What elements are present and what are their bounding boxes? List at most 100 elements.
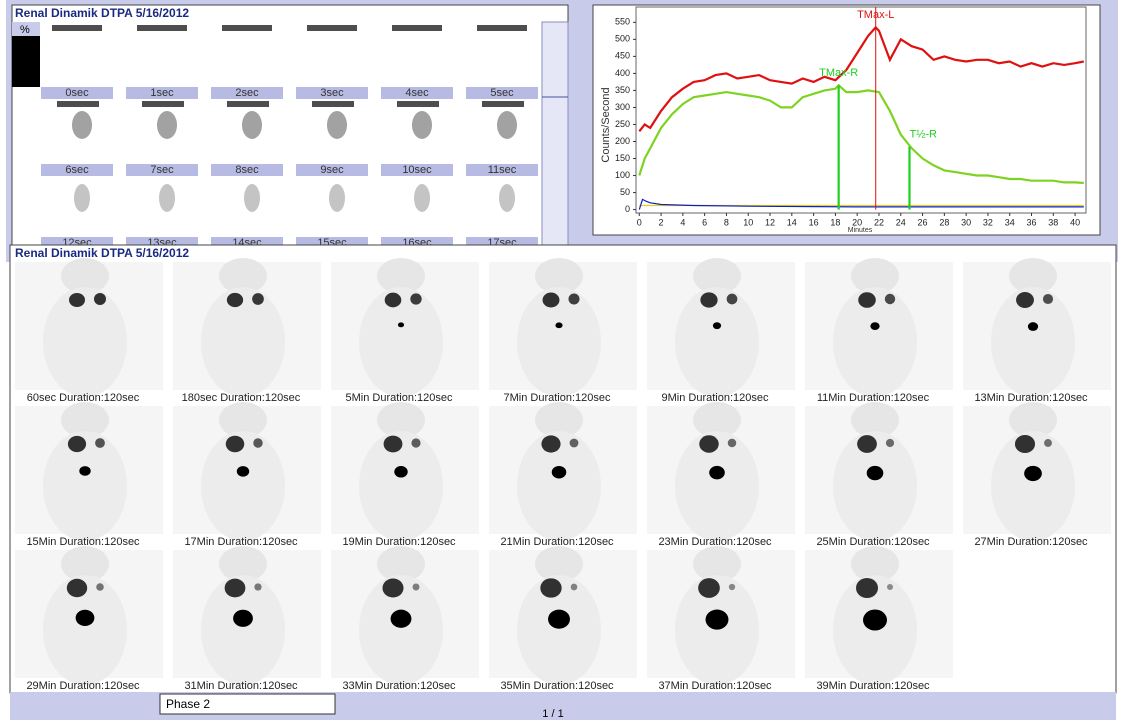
frame-label: 7sec [150, 164, 174, 176]
x-tick-label: 30 [961, 217, 971, 227]
frame-label: 11sec [488, 164, 517, 176]
image-label: 29Min Duration:120sec [26, 680, 140, 692]
kidney-left [698, 578, 720, 598]
bladder [552, 466, 567, 478]
x-tick-label: 32 [983, 217, 993, 227]
frame-label: 6sec [65, 164, 89, 176]
plot-area [636, 7, 1086, 213]
scale-label: % [20, 24, 30, 36]
scan-body [517, 287, 601, 397]
kidney-left [68, 436, 86, 452]
kidney-left [699, 435, 718, 452]
kidney-left [857, 435, 877, 453]
thumb-image [52, 25, 102, 31]
thumb-image [72, 111, 92, 139]
thumb-image [392, 25, 442, 31]
x-tick-label: 4 [680, 217, 685, 227]
bladder [79, 466, 90, 476]
kidney-left [382, 578, 403, 597]
bladder [76, 610, 95, 626]
panel-title: Renal Dinamik DTPA 5/16/2012 [15, 246, 189, 260]
scale-bar [12, 36, 40, 87]
page-indicator: 1 / 1 [542, 708, 563, 720]
thumb-image [482, 101, 524, 107]
thumb-image [227, 101, 269, 107]
frame-label: 1sec [150, 87, 174, 99]
thumbnail-panel [12, 5, 568, 245]
kidney-left [543, 293, 560, 308]
image-label: 35Min Duration:120sec [500, 680, 614, 692]
kidney-left [226, 436, 245, 453]
y-tick-label: 100 [615, 170, 630, 180]
scan-body [201, 287, 285, 397]
bladder [867, 466, 884, 480]
bladder [233, 610, 253, 627]
bladder [1024, 466, 1042, 481]
kidney-left [541, 435, 560, 452]
bladder [237, 466, 249, 477]
phase-label: Phase 2 [166, 697, 210, 711]
kidney-right [727, 294, 738, 305]
bladder [870, 322, 879, 330]
x-tick-label: 6 [702, 217, 707, 227]
thumb-image [74, 184, 90, 212]
frame-label: 8sec [235, 164, 259, 176]
thumb-image [142, 101, 184, 107]
thumb-image [222, 25, 272, 31]
kidney-left [700, 292, 717, 307]
kidney-left [1015, 435, 1035, 453]
frame-label: 0sec [65, 87, 89, 99]
bladder [1028, 322, 1038, 331]
frame-label: 2sec [235, 87, 259, 99]
kidney-right [570, 439, 579, 448]
kidney-right [411, 438, 420, 447]
thumb-image [327, 111, 347, 139]
bladder [394, 466, 407, 478]
kidney-left [67, 579, 87, 597]
bladder [548, 610, 570, 629]
image-label: 39Min Duration:120sec [816, 680, 930, 692]
kidney-right [96, 583, 104, 591]
y-tick-label: 400 [615, 68, 630, 78]
x-tick-label: 22 [874, 217, 884, 227]
thumb-image [497, 111, 517, 139]
kidney-right [410, 293, 421, 304]
x-tick-label: 28 [939, 217, 949, 227]
image-label: 31Min Duration:120sec [184, 680, 298, 692]
bladder [398, 322, 404, 327]
kidney-left [227, 293, 243, 307]
x-tick-label: 2 [659, 217, 664, 227]
thumb-image [499, 184, 515, 212]
thumb-image [137, 25, 187, 31]
x-tick-label: 14 [787, 217, 797, 227]
kidney-left [858, 292, 876, 308]
bladder [555, 322, 562, 328]
scan-body [359, 287, 443, 397]
y-tick-label: 450 [615, 51, 630, 61]
scan-body [675, 287, 759, 397]
chart: 0501001502002503003504004505005500246810… [600, 7, 1086, 234]
x-tick-label: 10 [743, 217, 753, 227]
thumb-image [312, 101, 354, 107]
x-tick-label: 18 [830, 217, 840, 227]
thumb-image [329, 184, 345, 212]
bladder [709, 466, 725, 479]
frame-label: 10sec [402, 164, 432, 176]
thumb-image [307, 25, 357, 31]
thumb-image [159, 184, 175, 212]
marker-label: T½-R [909, 129, 937, 141]
scrollbar[interactable] [542, 22, 568, 245]
kidney-right [252, 293, 264, 305]
bladder [863, 610, 887, 631]
image-label: 33Min Duration:120sec [342, 680, 456, 692]
bladder [713, 322, 721, 329]
kidney-right [253, 438, 262, 447]
kidney-left [540, 578, 561, 597]
kidney-right [413, 584, 420, 591]
image-label: 27Min Duration:120sec [974, 536, 1088, 548]
thumb-image [412, 111, 432, 139]
y-tick-label: 0 [625, 204, 630, 214]
scan-body [833, 287, 917, 397]
thumb-image [397, 101, 439, 107]
y-tick-label: 150 [615, 153, 630, 163]
